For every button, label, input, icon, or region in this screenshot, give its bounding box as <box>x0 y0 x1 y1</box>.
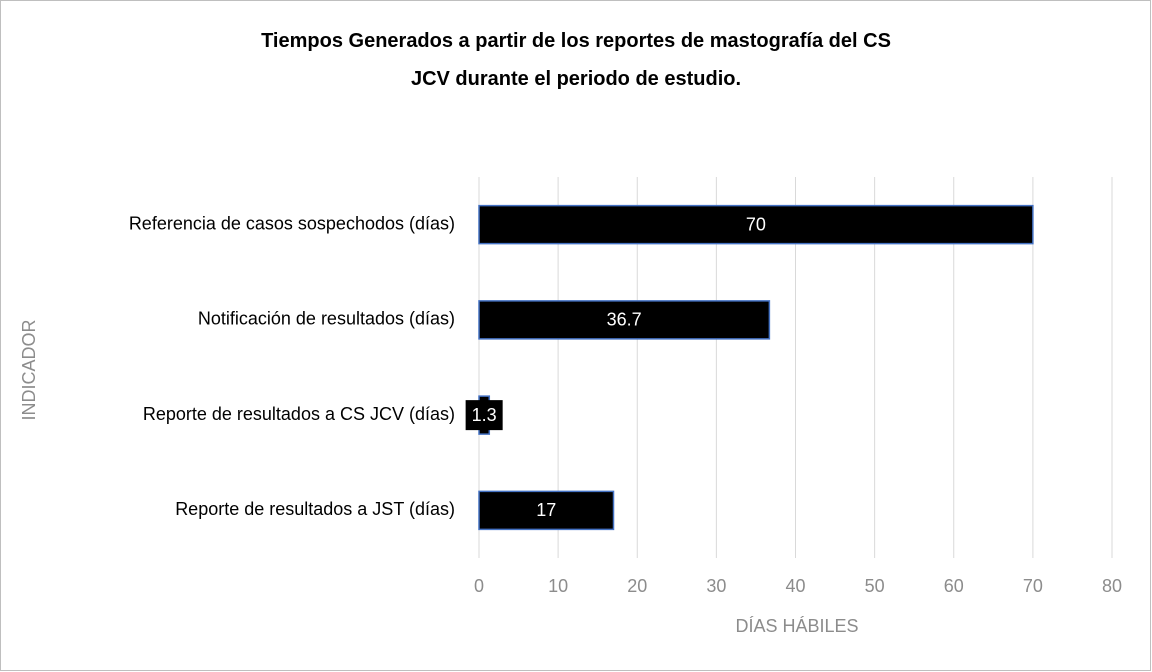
x-tick-label: 60 <box>944 576 964 596</box>
y-tick-label: Notificación de resultados (días) <box>198 309 455 329</box>
x-tick-label: 20 <box>627 576 647 596</box>
data-label-box <box>530 495 563 526</box>
x-tick-label: 40 <box>785 576 805 596</box>
x-tick-label: 30 <box>706 576 726 596</box>
x-tick-label: 10 <box>548 576 568 596</box>
y-tick-label: Reporte de resultados a JST (días) <box>175 499 455 519</box>
data-label: 70 <box>746 214 766 234</box>
data-label-box <box>465 400 503 431</box>
x-tick-label: 70 <box>1023 576 1043 596</box>
chart-title: Tiempos Generados a partir de los report… <box>261 30 891 90</box>
y-tick-label: Referencia de casos sospechodos (días) <box>129 213 455 233</box>
x-tick-label: 0 <box>474 576 484 596</box>
data-label: 36.7 <box>607 310 642 330</box>
x-axis-label: DÍAS HÁBILES <box>735 616 858 636</box>
data-label-box <box>739 209 772 240</box>
data-label: 17 <box>536 500 556 520</box>
x-tick-label: 50 <box>865 576 885 596</box>
data-label-box <box>600 304 648 335</box>
y-tick-label: Reporte de resultados a CS JCV (días) <box>143 404 455 424</box>
data-label: 1.3 <box>472 405 497 425</box>
x-tick-label: 80 <box>1102 576 1122 596</box>
y-axis-label: INDICADOR <box>19 319 39 420</box>
